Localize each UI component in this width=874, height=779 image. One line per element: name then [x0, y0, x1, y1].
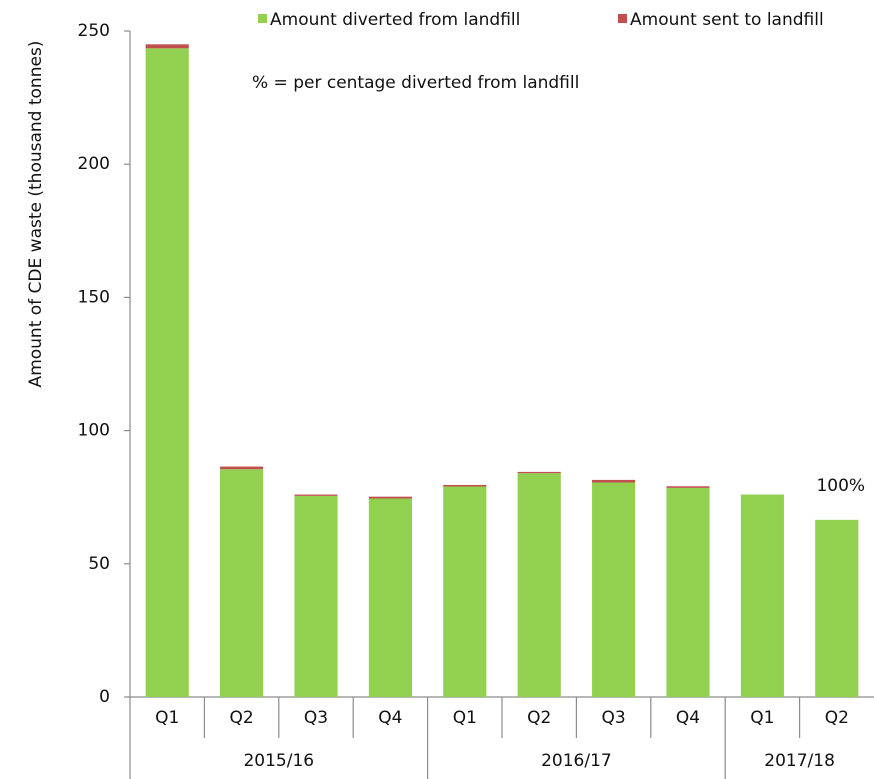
bar-segment — [368, 498, 412, 697]
bar-segment — [443, 486, 487, 697]
legend-swatch — [258, 14, 267, 23]
bar-segment — [740, 494, 784, 697]
x-tick-label: Q4 — [378, 708, 402, 728]
x-tick-label: Q3 — [601, 708, 625, 728]
x-tick-label: Q1 — [453, 708, 477, 728]
bar-segment — [220, 469, 264, 697]
group-label: 2017/18 — [764, 751, 835, 771]
bar-segment — [815, 519, 859, 697]
note: % = per centage diverted from landfill — [252, 73, 579, 93]
y-tick-label: 50 — [88, 554, 110, 574]
y-tick-label: 200 — [78, 154, 110, 174]
bar-segment — [592, 482, 636, 697]
bar-annotation: 100% — [816, 476, 865, 496]
bar-segment — [294, 494, 338, 496]
y-tick-label: 150 — [78, 287, 110, 307]
group-label: 2015/16 — [243, 751, 314, 771]
bar-segment — [666, 487, 710, 697]
x-tick-label: Q2 — [527, 708, 551, 728]
bar-segment — [666, 486, 710, 488]
bar-segment — [517, 471, 561, 474]
y-tick-label: 0 — [99, 687, 110, 707]
bar-segment — [368, 496, 412, 499]
legend-swatch — [618, 14, 627, 23]
bar-segment — [443, 484, 487, 487]
x-tick-label: Q1 — [155, 708, 179, 728]
bar-segment — [220, 466, 264, 470]
x-tick-label: Q2 — [229, 708, 253, 728]
legend-label: Amount sent to landfill — [630, 10, 824, 30]
bar-segment — [145, 48, 189, 698]
x-tick-label: Q2 — [825, 708, 849, 728]
bar-segment — [592, 479, 636, 483]
x-tick-label: Q1 — [750, 708, 774, 728]
y-tick-label: 100 — [78, 421, 110, 441]
bar-segment — [517, 473, 561, 697]
x-tick-label: Q3 — [304, 708, 328, 728]
legend-label: Amount diverted from landfill — [270, 10, 520, 30]
x-tick-label: Q4 — [676, 708, 700, 728]
group-label: 2016/17 — [541, 751, 612, 771]
y-tick-label: 250 — [78, 21, 110, 41]
bar-segment — [145, 44, 189, 49]
bar-segment — [294, 495, 338, 697]
y-axis-label: Amount of CDE waste (thousand tonnes) — [26, 41, 46, 388]
